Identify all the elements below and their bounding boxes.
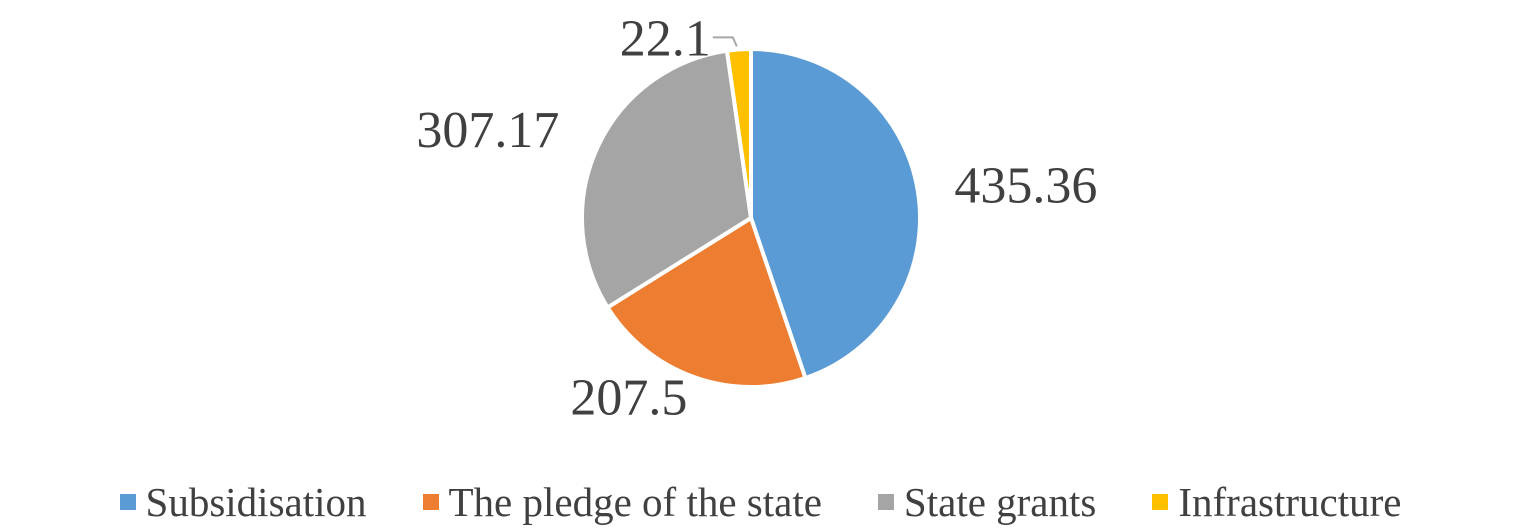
legend-label-state-grants: State grants: [903, 478, 1097, 525]
data-label-subsidisation: 435.36: [954, 157, 1097, 214]
legend-swatch-subsidisation: [119, 493, 136, 510]
data-label-infrastructure: 22.1: [620, 10, 711, 67]
data-label-state-grants: 307.17: [416, 102, 559, 159]
legend-label-infrastructure: Infrastructure: [1178, 478, 1402, 525]
legend-item-pledge-of-the-state: The pledge of the state: [422, 478, 822, 526]
leader-lines: [712, 36, 738, 47]
legend-swatch-infrastructure: [1152, 493, 1169, 510]
pie-slice-subsidisation: [749, 47, 922, 381]
legend-item-infrastructure: Infrastructure: [1152, 478, 1401, 526]
legend-item-state-grants: State grants: [877, 478, 1097, 526]
data-label-the-pledge-of-the-state: 207.5: [570, 369, 687, 426]
pie-slice-infrastructure: [724, 47, 753, 220]
pie-slices: [580, 47, 922, 389]
legend-swatch-state-grants: [877, 493, 894, 510]
pie-slice-state-grants: [580, 48, 753, 310]
legend-label-subsidisation: Subsidisation: [145, 478, 367, 525]
legend-item-subsidisation: Subsidisation: [119, 478, 367, 526]
pie-slice-the-pledge-of-the-state: [605, 216, 808, 389]
data-labels: 435.36 207.5 307.17 22.1: [416, 10, 1097, 426]
leader-line-infrastructure: [712, 36, 738, 47]
legend-swatch-pledge-of-the-state: [422, 493, 439, 510]
legend-label-pledge-of-the-state: The pledge of the state: [448, 478, 822, 525]
legend: Subsidisation The pledge of the state St…: [0, 474, 1521, 529]
